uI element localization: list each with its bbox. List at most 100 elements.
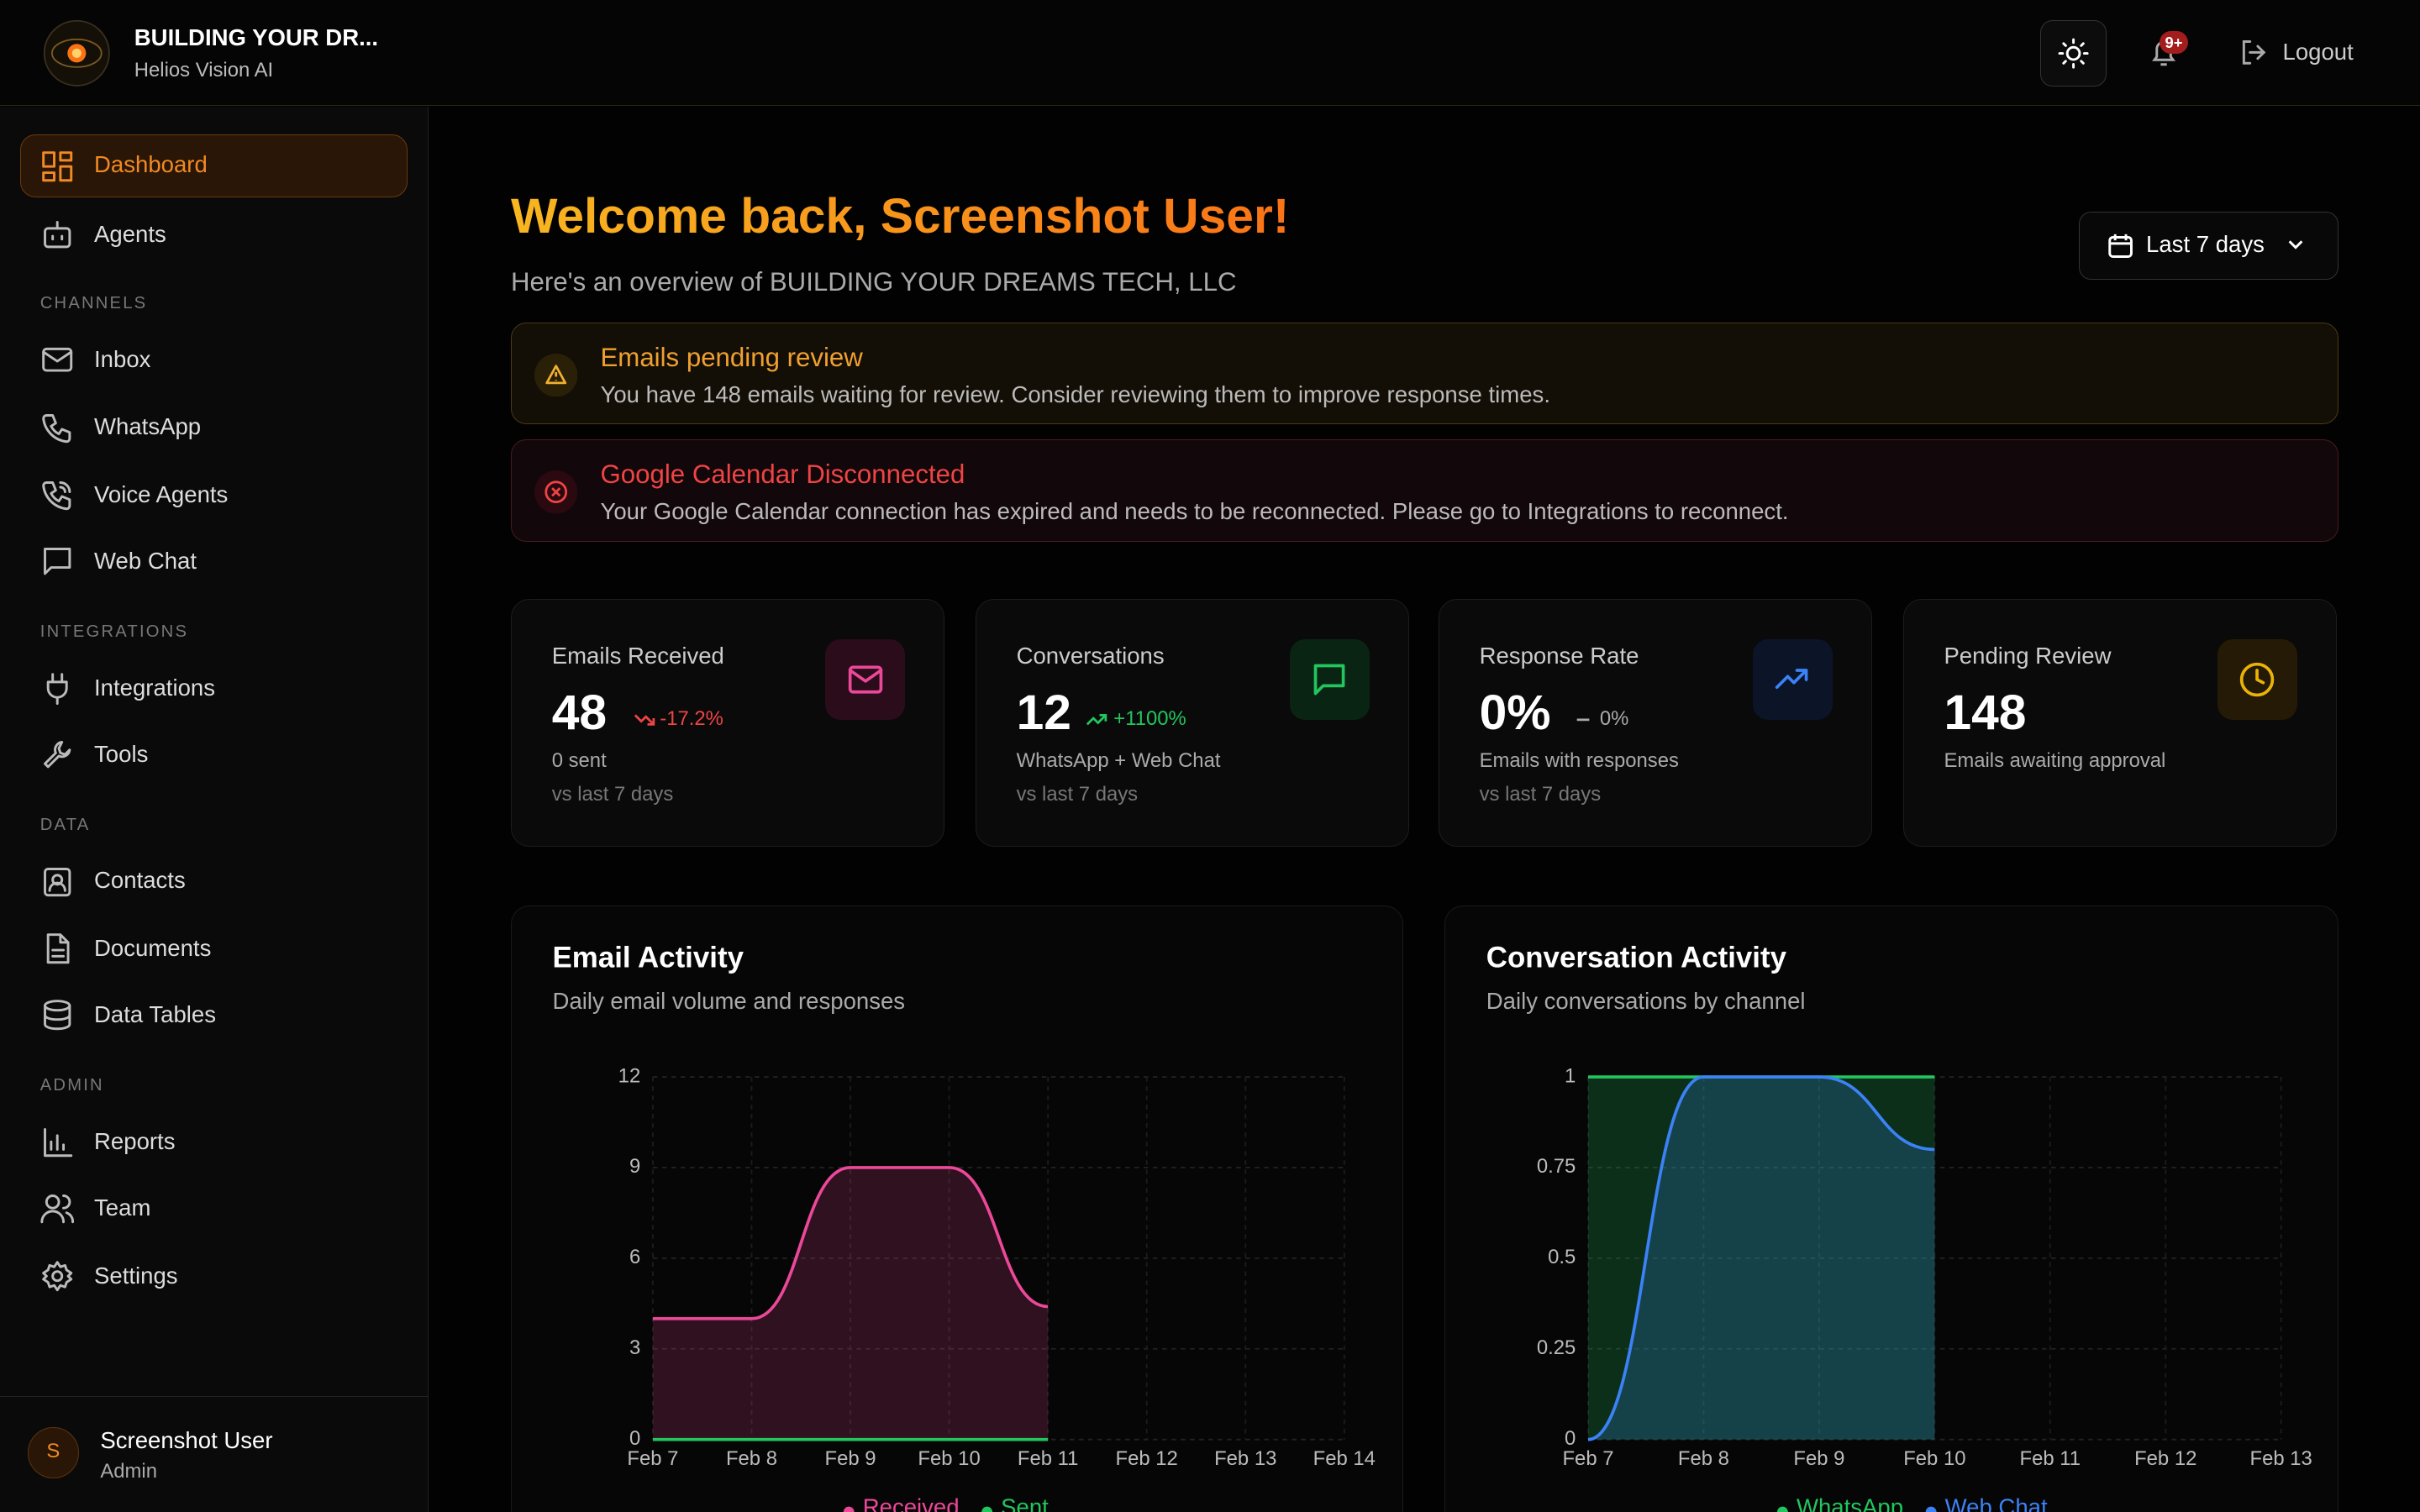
icon <box>41 413 71 443</box>
x-tick-label: Feb 7 <box>627 1447 678 1470</box>
nav-section: CHANNELS <box>39 293 148 312</box>
x-tick-label: Feb 10 <box>918 1447 980 1470</box>
stat-card: Conversations 12 +1100% WhatsApp + Web C… <box>975 598 1409 848</box>
chart-card <box>510 906 1403 1512</box>
nav-item[interactable]: WhatsApp <box>94 413 202 440</box>
alert-text: You have 148 emails waiting for review. … <box>600 381 1550 407</box>
user-name: Screenshot User <box>100 1426 273 1453</box>
icon <box>43 740 71 769</box>
chart-subtitle: Daily email volume and responses <box>553 988 906 1014</box>
stat-value: 48 <box>551 685 608 740</box>
icon <box>43 1128 72 1158</box>
nav-item[interactable]: Dashboard <box>94 151 208 178</box>
x-tick-label: Feb 8 <box>726 1447 777 1470</box>
chart-subtitle: Daily conversations by channel <box>1486 988 1806 1014</box>
nav-section: ADMIN <box>39 1076 104 1095</box>
stat-icon <box>1289 639 1370 720</box>
alert-text: Your Google Calendar connection has expi… <box>600 498 1789 525</box>
nav-item[interactable]: Reports <box>94 1127 176 1154</box>
nav-item[interactable]: Inbox <box>94 345 151 372</box>
x-tick-label: Feb 12 <box>2134 1447 2196 1470</box>
stat-period: vs last 7 days <box>1479 783 1602 806</box>
x-tick-label: Feb 11 <box>1018 1447 1079 1470</box>
nav-item[interactable]: Tools <box>94 740 149 767</box>
alert-icon <box>534 353 577 397</box>
y-tick-label: 6 <box>629 1246 640 1268</box>
y-tick-label: 0.5 <box>1548 1246 1576 1268</box>
chart-title: Conversation Activity <box>1486 942 1787 974</box>
stat-icon <box>2217 639 2298 720</box>
stat-note: Emails with responses <box>1479 748 1679 772</box>
nav-active[interactable] <box>19 134 408 198</box>
y-tick-label: 0 <box>629 1427 640 1450</box>
nav-section: INTEGRATIONS <box>39 622 189 642</box>
y-tick-label: 12 <box>618 1064 641 1087</box>
stat-card: Pending Review 148 Emails awaiting appro… <box>1902 598 2337 848</box>
nav-item[interactable]: Agents <box>94 220 166 247</box>
legend-marker <box>1777 1506 1788 1512</box>
stat-note: 0 sent <box>551 748 607 772</box>
nav-item[interactable]: Settings <box>94 1262 178 1289</box>
stat-card: Response Rate 0% 0% Emails with response… <box>1438 598 1872 848</box>
area <box>1588 1077 1935 1440</box>
stat-value: 0% <box>1479 685 1551 740</box>
user-role: Admin <box>100 1459 158 1483</box>
page-subtitle: Here's an overview of BUILDING YOUR DREA… <box>510 266 1237 297</box>
nav-item[interactable]: Team <box>94 1194 151 1221</box>
area <box>652 1167 1049 1440</box>
y-tick-label: 9 <box>629 1155 640 1178</box>
theme-toggle[interactable] <box>2040 19 2107 87</box>
logout-label: Logout <box>2282 38 2354 65</box>
legend-label: Received <box>863 1494 960 1512</box>
nav-item[interactable]: Contacts <box>94 867 186 894</box>
x-tick-label: Feb 12 <box>1116 1447 1178 1470</box>
icon <box>41 1260 72 1291</box>
alert-title: Emails pending review <box>600 342 863 372</box>
date-range-label: Last 7 days <box>2146 230 2265 257</box>
nav-item[interactable]: Voice Agents <box>94 481 229 508</box>
divider <box>0 1396 428 1397</box>
icon <box>41 481 71 511</box>
area <box>1588 1077 1935 1440</box>
stat-label: Emails Received <box>551 643 724 669</box>
icon <box>43 221 71 249</box>
page-title: Welcome back, Screenshot User! <box>510 189 1290 244</box>
date-range[interactable]: Last 7 days <box>2079 211 2338 280</box>
stat-card: Emails Received 48 -17.2% 0 sent vs last… <box>510 598 945 848</box>
x-tick-label: Feb 7 <box>1562 1447 1613 1470</box>
nav-item[interactable]: Data Tables <box>94 1001 217 1028</box>
nav-item[interactable]: Documents <box>94 935 212 962</box>
x-tick-label: Feb 13 <box>2250 1447 2312 1470</box>
legend-marker <box>981 1506 993 1512</box>
stat-label: Conversations <box>1016 643 1165 669</box>
alert-icon <box>534 470 577 514</box>
trend-icon <box>1576 718 1589 722</box>
stat-icon <box>1752 639 1833 720</box>
x-tick-label: Feb 13 <box>1214 1447 1276 1470</box>
chart-title: Email Activity <box>553 942 744 974</box>
nav-item[interactable]: Integrations <box>94 674 215 701</box>
nav-item[interactable]: Web Chat <box>94 548 197 575</box>
stat-value: 148 <box>1944 685 2027 740</box>
legend-label: Web Chat <box>1945 1494 2048 1512</box>
x-tick-label: Feb 9 <box>825 1447 876 1470</box>
chart-card <box>1444 906 2338 1512</box>
x-tick-label: Feb 14 <box>1313 1447 1376 1470</box>
avatar: S <box>28 1426 79 1478</box>
icon <box>46 673 68 706</box>
x-tick-label: Feb 8 <box>1678 1447 1729 1470</box>
icon <box>43 1000 71 1031</box>
y-tick-label: 0 <box>1565 1427 1576 1450</box>
legend-marker <box>1925 1506 1937 1512</box>
y-tick-label: 0.25 <box>1537 1336 1576 1359</box>
x-tick-label: Feb 10 <box>1903 1447 1965 1470</box>
legend-label: WhatsApp <box>1797 1494 1903 1512</box>
icon <box>43 867 71 896</box>
trend-icon <box>634 714 655 726</box>
trend-icon <box>1086 714 1107 726</box>
stat-label: Pending Review <box>1944 643 2112 669</box>
topbar <box>0 0 2420 106</box>
stat-period: vs last 7 days <box>1016 783 1139 806</box>
